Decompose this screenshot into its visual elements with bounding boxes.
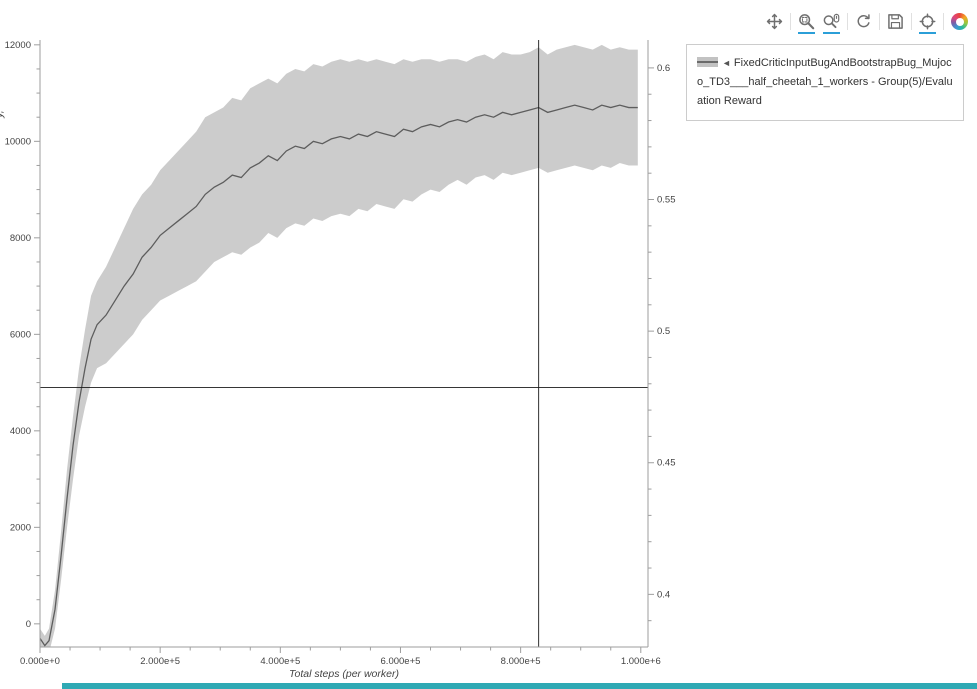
bokeh-logo-icon	[951, 13, 968, 30]
bokeh-logo-button[interactable]	[950, 12, 969, 31]
y-axis-label-fragment: y,	[0, 110, 6, 118]
x-tick-label: 2.000e+5	[140, 656, 180, 667]
legend-item[interactable]: ◄ FixedCriticInputBugAndBootstrapBug_Mujo…	[697, 54, 953, 111]
toolbar-separator	[911, 13, 912, 30]
pan-icon	[766, 13, 783, 30]
x-tick-label: 0.000e+0	[20, 656, 60, 667]
legend-band-swatch	[697, 57, 718, 67]
crosshair-tool-button[interactable]	[918, 12, 937, 34]
toolbar-separator	[847, 13, 848, 30]
y-left-tick-label: 12000	[5, 40, 31, 51]
y-left-tick-label: 0	[26, 619, 31, 630]
toolbar-separator	[879, 13, 880, 30]
x-tick-label: 4.000e+5	[260, 656, 300, 667]
pan-tool-button[interactable]	[765, 12, 784, 31]
x-axis-title: Total steps (per worker)	[289, 668, 399, 680]
mean-line	[40, 104, 638, 647]
save-tool-button[interactable]	[886, 12, 905, 31]
legend-label: FixedCriticInputBugAndBootstrapBug_Mujoc…	[697, 57, 953, 107]
y-left-tick-label: 2000	[10, 522, 31, 533]
bottom-accent-bar	[62, 683, 977, 689]
box-zoom-tool-button[interactable]	[797, 12, 816, 34]
y-left-tick-label: 4000	[10, 426, 31, 437]
y-left-tick-label: 8000	[10, 233, 31, 244]
legend-mute-marker: ◄	[722, 58, 731, 68]
box-zoom-icon	[799, 14, 815, 30]
save-icon	[888, 14, 903, 29]
x-tick-label: 8.000e+5	[501, 656, 541, 667]
wheel-zoom-icon	[823, 13, 840, 29]
y-right-tick-label: 0.6	[657, 63, 670, 74]
y-right-tick-label: 0.45	[657, 458, 676, 469]
y-left-tick-label: 10000	[5, 136, 31, 147]
plot-toolbar	[765, 12, 969, 34]
toolbar-separator	[943, 13, 944, 30]
wheel-zoom-tool-button[interactable]	[822, 12, 841, 34]
toolbar-separator	[790, 13, 791, 30]
crosshair-icon	[919, 13, 936, 30]
legend: ◄ FixedCriticInputBugAndBootstrapBug_Mujo…	[686, 44, 964, 121]
y-left-tick-label: 6000	[10, 329, 31, 340]
uncertainty-band	[40, 44, 638, 647]
x-tick-label: 1.000e+6	[621, 656, 661, 667]
y-right-tick-label: 0.4	[657, 589, 670, 600]
reset-icon	[857, 14, 870, 28]
y-right-tick-label: 0.55	[657, 195, 676, 206]
x-tick-label: 6.000e+5	[381, 656, 421, 667]
y-right-tick-label: 0.5	[657, 326, 670, 337]
reset-tool-button[interactable]	[854, 12, 873, 31]
